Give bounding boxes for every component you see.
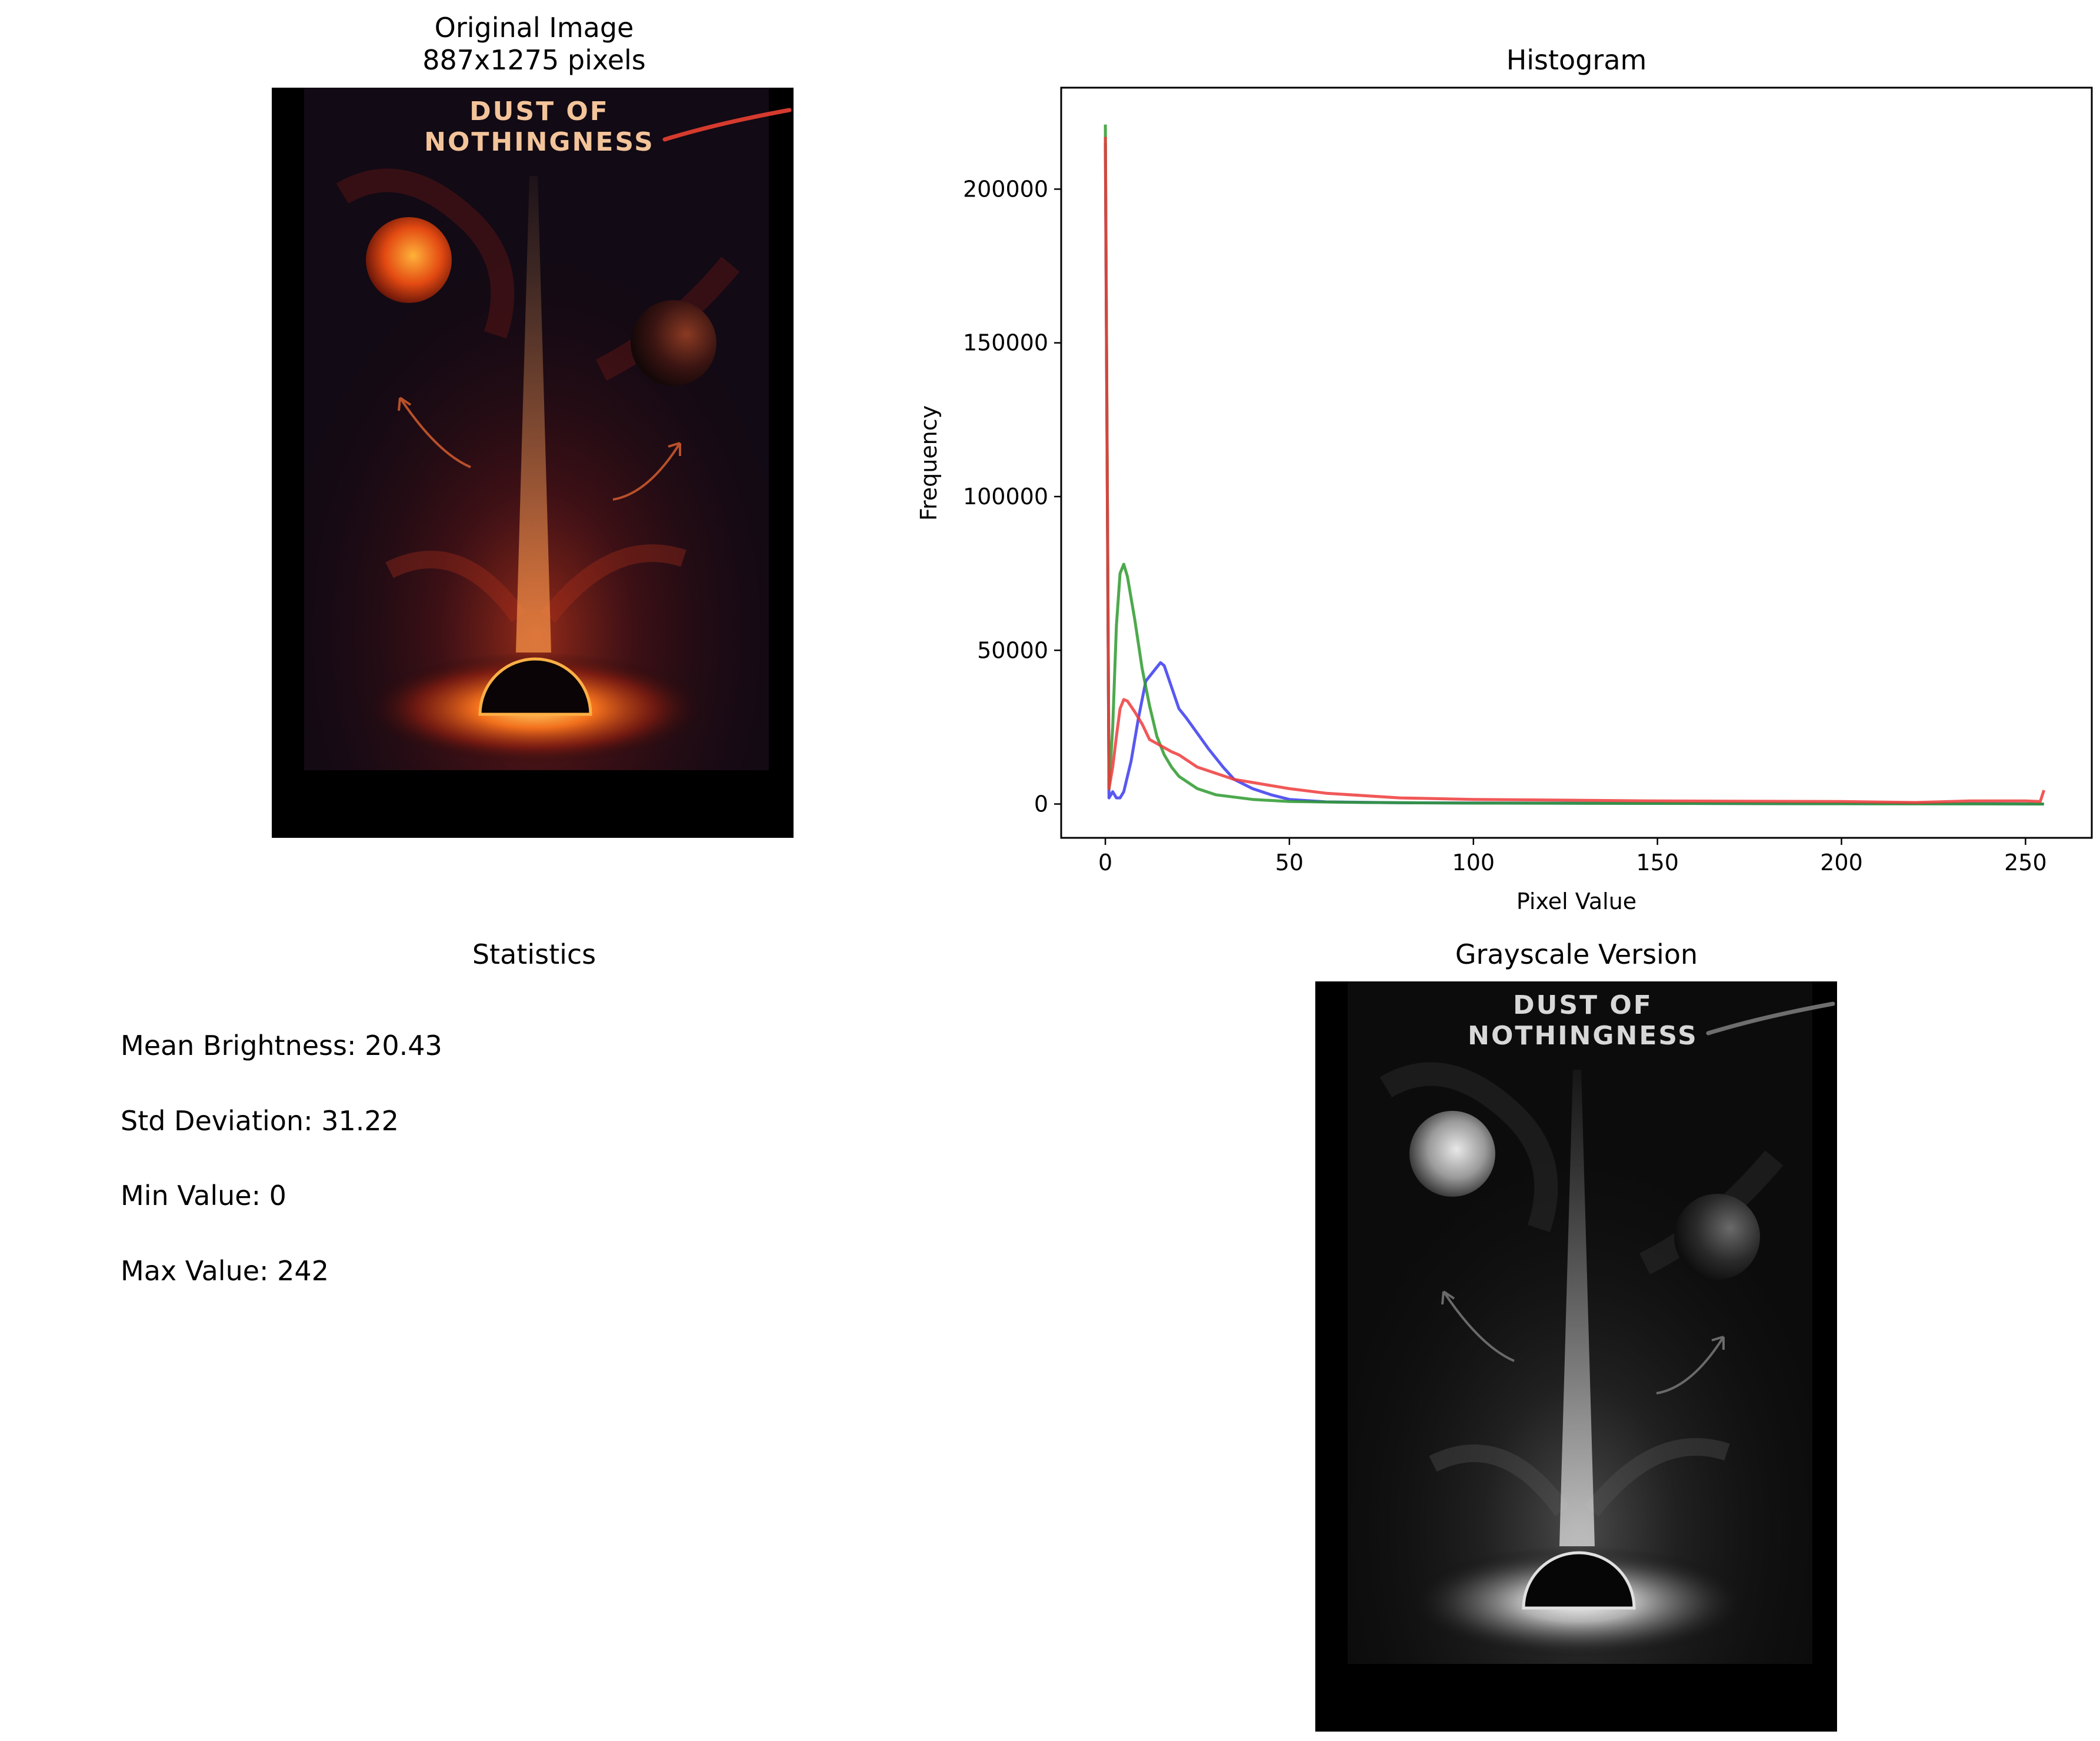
histogram-series-3 xyxy=(1104,137,2046,804)
histogram-axes-frame xyxy=(1060,86,2093,839)
x-tick-label: 200 xyxy=(1820,850,1863,876)
y-tick-label: 150000 xyxy=(963,330,1048,356)
svg-text:NOTHINGNESS: NOTHINGNESS xyxy=(1468,1021,1698,1051)
y-tick-label: 0 xyxy=(1034,791,1048,817)
svg-text:NOTHINGNESS: NOTHINGNESS xyxy=(424,127,655,157)
statistics-title: Statistics xyxy=(472,938,596,970)
original-dimensions: 887x1275 pixels xyxy=(422,44,646,76)
y-tick-label: 100000 xyxy=(963,484,1048,510)
svg-text:DUST OF: DUST OF xyxy=(469,96,609,127)
y-axis-label: Frequency xyxy=(916,405,942,521)
x-tick-label: 250 xyxy=(2004,850,2047,876)
x-tick-label: 100 xyxy=(1452,850,1495,876)
stat-max-value: Max Value: 242 xyxy=(121,1255,329,1287)
x-tick-label: 0 xyxy=(1098,850,1112,876)
original-image: DUST OF NOTHINGNESS xyxy=(272,88,794,838)
histogram-series-2 xyxy=(1104,124,2044,805)
histogram-chart: 0 50 100 150 200 250050000100000150000200000 … xyxy=(916,86,2093,914)
y-tick-label: 200000 xyxy=(963,176,1048,202)
stat-mean-brightness: Mean Brightness: 20.43 xyxy=(121,1030,442,1061)
histogram-series-1 xyxy=(1104,143,2044,805)
stat-min-value: Min Value: 0 xyxy=(121,1180,286,1211)
x-tick-label: 150 xyxy=(1636,850,1679,876)
grayscale-image: DUST OF NOTHINGNESS xyxy=(1315,981,1837,1732)
x-tick-label: 50 xyxy=(1275,850,1304,876)
original-title: Original Image xyxy=(434,12,634,44)
histogram-title: Histogram xyxy=(1506,44,1647,76)
x-axis-label: Pixel Value xyxy=(1516,888,1636,914)
y-tick-label: 50000 xyxy=(977,637,1048,663)
svg-text:DUST OF: DUST OF xyxy=(1513,990,1653,1020)
grayscale-title: Grayscale Version xyxy=(1455,938,1698,970)
stat-std-deviation: Std Deviation: 31.22 xyxy=(121,1105,399,1137)
